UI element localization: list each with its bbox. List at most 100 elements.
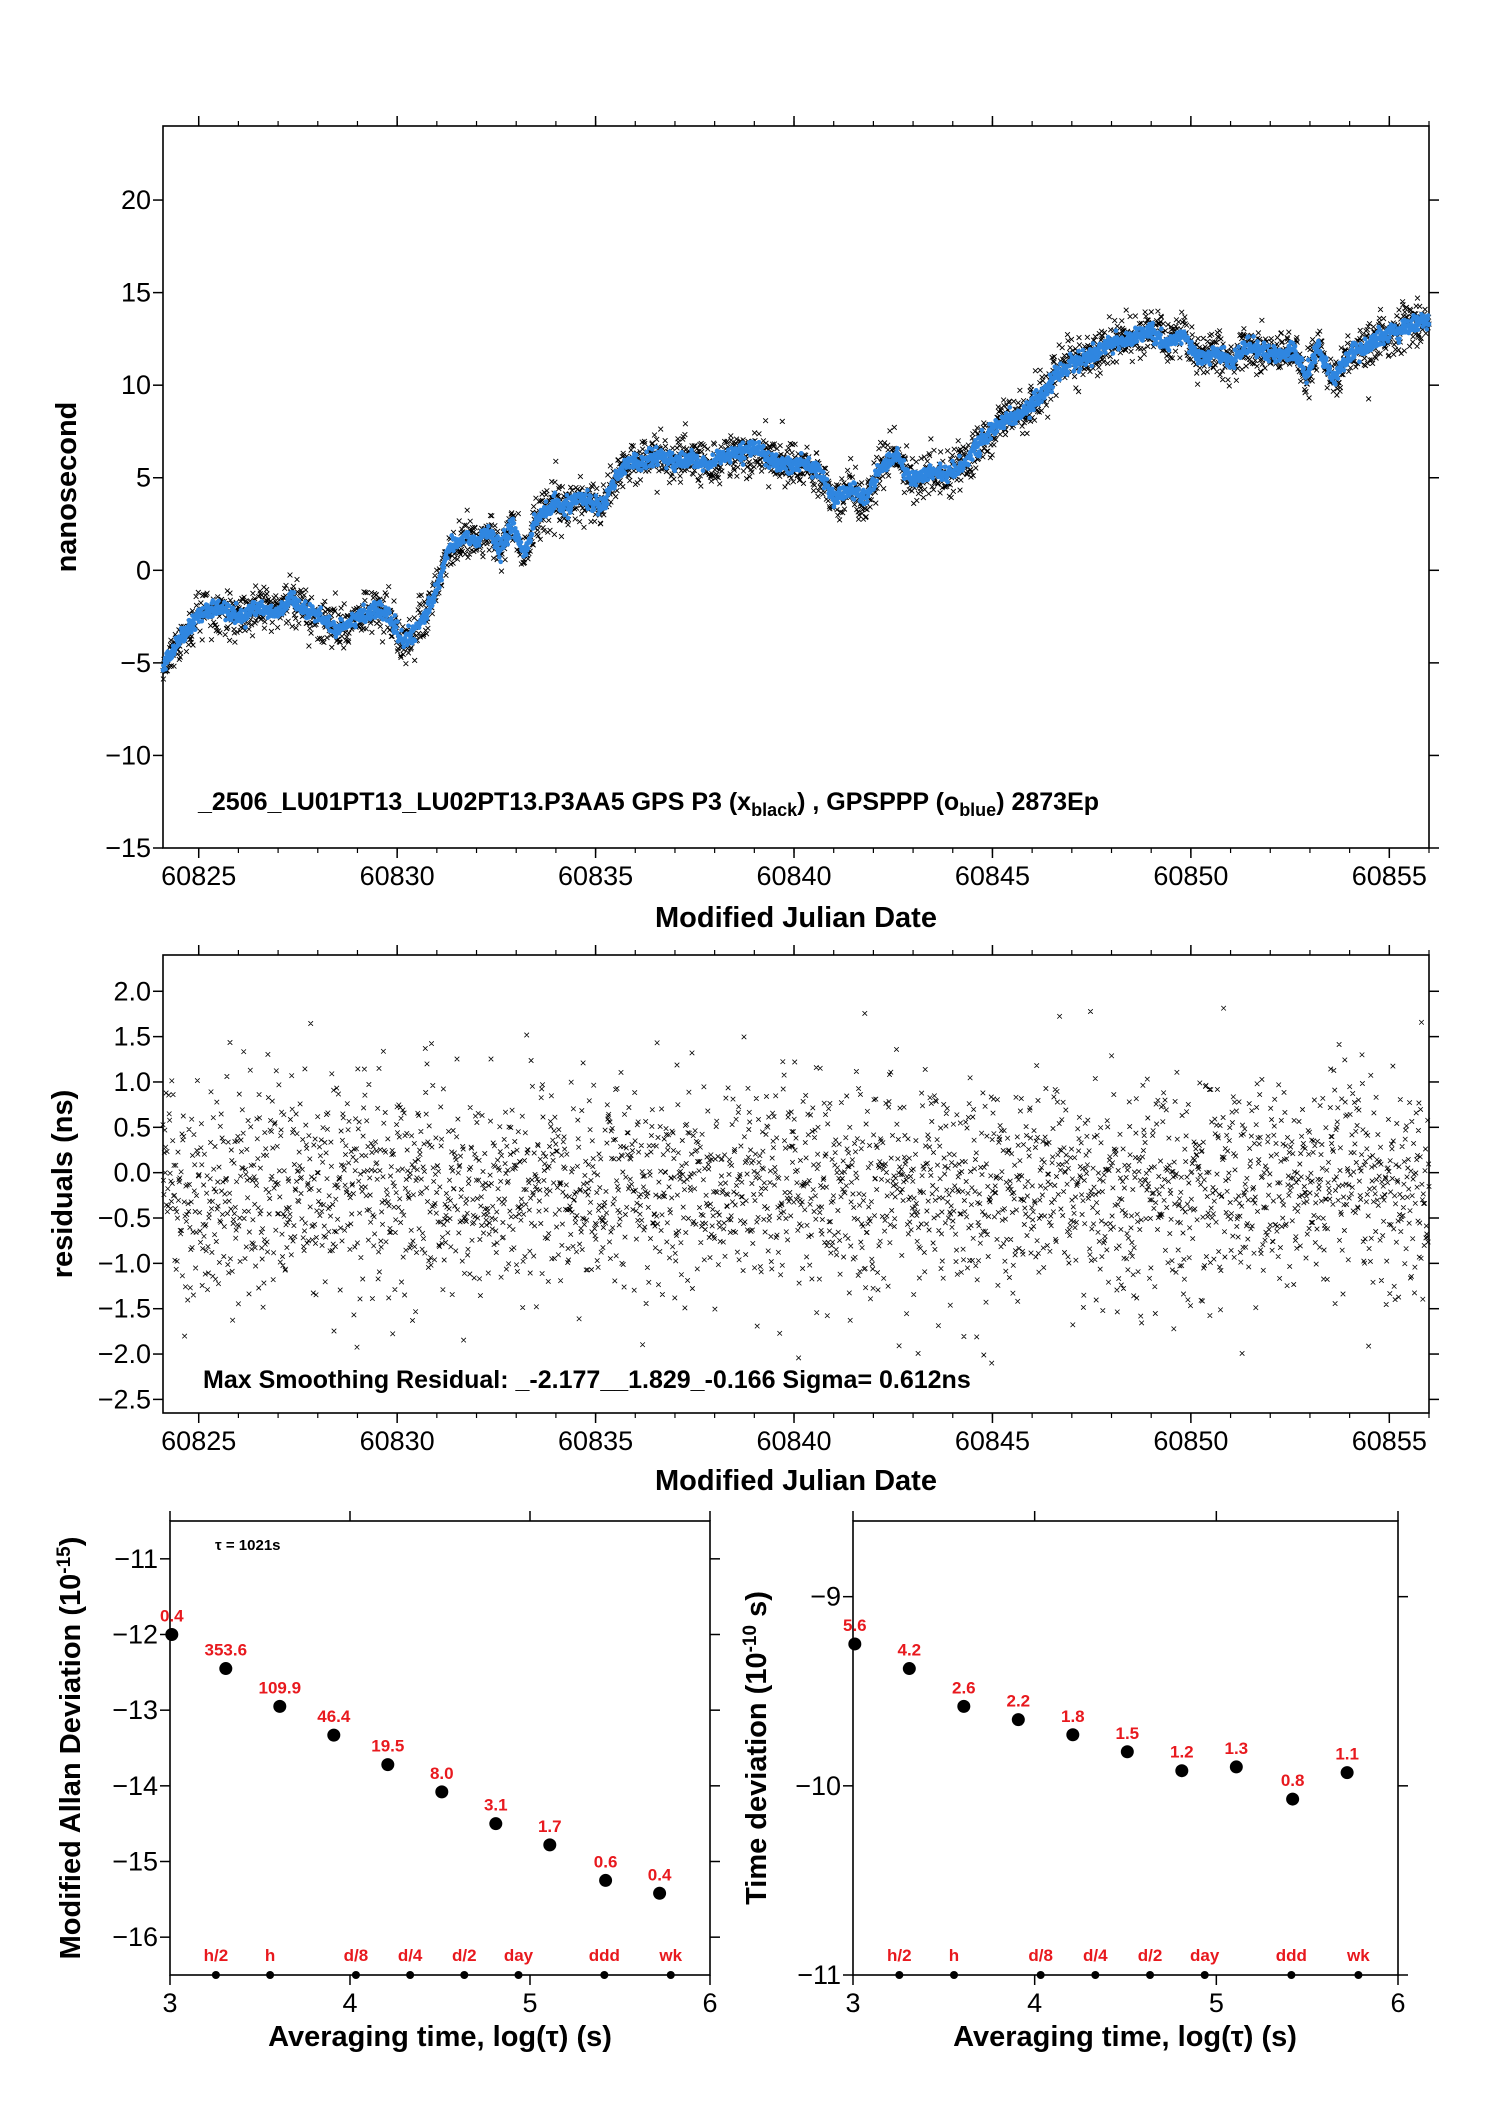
residuals-annotation: Max Smoothing Residual: _-2.177__1.829_-… [203, 1366, 971, 1394]
allan-deviation-period-label: ddd [589, 1946, 620, 1965]
time-deviation-x-tick-label: 3 [845, 1988, 860, 2018]
time-deviation-period-dot [1200, 1971, 1209, 1979]
time-deviation-period-label: wk [1346, 1946, 1370, 1965]
allan-deviation-point [653, 1886, 667, 1900]
time-deviation-plot-frame [852, 1520, 1399, 1976]
residuals-panel: 60825 60830 60835 60840 60845 60850 60855 −2.5 −… [47, 945, 1439, 1497]
allan-deviation-period-dot [351, 1971, 360, 1979]
allan-deviation-y-tick-label: −12 [112, 1620, 158, 1650]
allan-deviation-point [219, 1662, 233, 1676]
time-deviation-point-label: 1.3 [1224, 1739, 1248, 1758]
time-deviation-period-dot [895, 1971, 904, 1979]
time-deviation-period-label: d/2 [1138, 1946, 1163, 1965]
residuals-y-tick-label: −2.0 [98, 1339, 151, 1369]
allan-deviation-x-tick-label: 6 [702, 1988, 717, 2018]
time-deviation-x-tick-label: 4 [1027, 1988, 1042, 2018]
time-deviation-y-tick-label: −9 [810, 1582, 841, 1612]
time-series-axes: 60825 60830 60835 60840 60845 60850 60855 −15 −1… [105, 116, 1439, 891]
allan-deviation-point-label: 109.9 [259, 1678, 302, 1697]
time-deviation-point [1175, 1764, 1189, 1778]
allan-deviation-axes: 3 4 5 6 −16 −15 −14 −13 −12 −11 [112, 1511, 720, 2018]
time-series-y-tick-label: 10 [121, 370, 151, 400]
allan-deviation-point-label: 19.5 [371, 1737, 404, 1756]
time-deviation-point-label: 2.6 [952, 1678, 976, 1697]
time-deviation-period-label: day [1190, 1946, 1220, 1965]
allan-deviation-plot-frame [169, 1520, 711, 1976]
time-series-y-tick-label: 15 [121, 278, 151, 308]
time-series-y-axis-label: nanosecond [51, 402, 83, 573]
allan-deviation-period-label: d/8 [344, 1946, 369, 1965]
time-series-x-tick-label: 60835 [558, 861, 633, 891]
time-deviation-panel: 3 4 5 6 −11 −10 −9 5.6 4.2 2.6 2.2 1.8 1.5 1.2 1.3 0.8… [740, 1511, 1408, 2053]
residuals-y-tick-label: −2.5 [98, 1384, 151, 1414]
residuals-plot-frame [162, 954, 1430, 1414]
time-series-annotation: _2506_LU01PT13_LU02PT13.P3AA5 GPS P3 (xb… [197, 788, 1099, 820]
allan-deviation-point-label: 3.1 [484, 1796, 508, 1815]
time-deviation-period-dot [1091, 1971, 1100, 1979]
time-deviation-x-tick-label: 5 [1209, 1988, 1224, 2018]
residuals-y-tick-label: −1.0 [98, 1248, 151, 1278]
time-deviation-period-label: d/4 [1083, 1946, 1108, 1965]
allan-deviation-x-axis-label: Averaging time, log(τ) (s) [268, 2021, 612, 2053]
time-deviation-period-dot [1354, 1971, 1363, 1979]
allan-deviation-points: 0.4 353.6 109.9 46.4 19.5 8.0 3.1 1.7 0.6 0.4 [160, 1607, 672, 1900]
allan-deviation-period-label: wk [658, 1946, 682, 1965]
time-deviation-point [1340, 1766, 1354, 1780]
time-series-y-tick-label: 0 [136, 555, 151, 585]
allan-deviation-x-tick-label: 5 [522, 1988, 537, 2018]
residuals-y-tick-label: −0.5 [98, 1203, 151, 1233]
residuals-y-tick-label: 0.5 [113, 1112, 151, 1142]
time-series-y-tick-label: 20 [121, 185, 151, 215]
time-series-y-tick-label: −5 [120, 648, 151, 678]
residuals-y-tick-label: 1.0 [113, 1067, 151, 1097]
time-series-y-tick-label: −15 [105, 833, 151, 863]
time-deviation-points: 5.6 4.2 2.6 2.2 1.8 1.5 1.2 1.3 0.8 1.1 [843, 1616, 1359, 1806]
time-deviation-period-label: d/8 [1028, 1946, 1053, 1965]
allan-deviation-period-label: d/4 [398, 1946, 423, 1965]
allan-deviation-period-dot [460, 1971, 469, 1979]
time-deviation-axes: 3 4 5 6 −11 −10 −9 [795, 1511, 1408, 2018]
time-deviation-point [1011, 1713, 1025, 1727]
allan-deviation-point [273, 1699, 287, 1713]
time-series-x-tick-label: 60845 [955, 861, 1030, 891]
time-deviation-point [1066, 1728, 1080, 1742]
time-series-x-tick-label: 60825 [161, 861, 236, 891]
time-deviation-x-tick-label: 6 [1390, 1988, 1405, 2018]
residuals-x-tick-label: 60845 [955, 1426, 1030, 1456]
time-deviation-period-label: h [949, 1946, 959, 1965]
allan-deviation-point-label: 0.4 [648, 1865, 672, 1884]
allan-deviation-tau-note: τ = 1021s [215, 1537, 281, 1554]
residuals-y-tick-label: 1.5 [113, 1022, 151, 1052]
residuals-axes: 60825 60830 60835 60840 60845 60850 60855 −2.5 −… [98, 945, 1439, 1456]
residual-series-points [160, 1005, 1432, 1366]
allan-deviation-point [327, 1728, 341, 1742]
allan-deviation-period-label: h [265, 1946, 275, 1965]
residuals-x-tick-label: 60850 [1153, 1426, 1228, 1456]
allan-deviation-period-marks: h/2 h d/8 d/4 d/2 day ddd wk [204, 1946, 683, 1979]
time-deviation-point [1286, 1792, 1300, 1806]
time-deviation-point-label: 1.5 [1115, 1724, 1139, 1743]
time-series-x-tick-label: 60850 [1153, 861, 1228, 891]
time-series-plot-frame [162, 125, 1430, 849]
time-deviation-period-dot [1146, 1971, 1155, 1979]
time-deviation-point-label: 5.6 [843, 1616, 867, 1635]
allan-deviation-y-tick-label: −16 [112, 1922, 158, 1952]
time-deviation-period-marks: h/2 h d/8 d/4 d/2 day ddd wk [887, 1946, 1370, 1979]
time-deviation-x-axis-label: Averaging time, log(τ) (s) [953, 2021, 1297, 2053]
allan-deviation-period-dot [600, 1971, 609, 1979]
time-series-x-tick-label: 60855 [1352, 861, 1427, 891]
allan-deviation-point-label: 353.6 [205, 1641, 248, 1660]
allan-deviation-period-dot [514, 1971, 523, 1979]
residuals-x-tick-label: 60825 [161, 1426, 236, 1456]
residuals-y-tick-label: 0.0 [113, 1158, 151, 1188]
time-deviation-point [848, 1637, 862, 1651]
allan-deviation-point-label: 46.4 [317, 1707, 351, 1726]
time-deviation-point [1229, 1760, 1243, 1774]
allan-deviation-x-tick-label: 4 [342, 1988, 357, 2018]
time-series-y-tick-label: 5 [136, 463, 151, 493]
time-deviation-y-tick-label: −10 [795, 1771, 841, 1801]
allan-deviation-point [435, 1785, 449, 1799]
time-deviation-y-axis-label: Time deviation (10-10 s) [740, 1591, 773, 1905]
time-deviation-point-label: 0.8 [1281, 1771, 1305, 1790]
